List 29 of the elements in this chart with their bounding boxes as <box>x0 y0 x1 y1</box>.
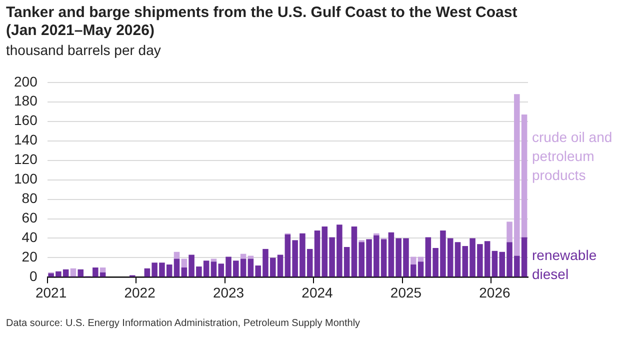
y-tick-label: 40 <box>22 229 38 246</box>
y-tick-label: 0 <box>30 268 38 284</box>
chart-title: Tanker and barge shipments from the U.S. Gulf Coast to the West Coast (Jan 2021–May 2026) <box>6 4 518 40</box>
x-tick-label: 2024 <box>302 284 334 300</box>
bar <box>454 242 461 277</box>
bar <box>181 258 188 268</box>
bar <box>174 252 180 259</box>
y-tick-label: 100 <box>14 170 38 187</box>
y-tick-label: 160 <box>14 112 38 128</box>
y-tick-label: 200 <box>14 73 38 90</box>
series-label: renewable diesel <box>532 246 598 284</box>
x-tick-label: 2021 <box>35 284 67 300</box>
x-tick-label: 2026 <box>479 284 511 300</box>
bar <box>210 258 217 262</box>
bar <box>70 268 76 276</box>
y-tick-label: 20 <box>22 248 38 265</box>
y-tick-label: 80 <box>22 190 38 206</box>
bar <box>314 230 320 277</box>
bar <box>100 267 106 272</box>
x-tick-label: 2023 <box>212 284 244 300</box>
y-tick-label: 60 <box>22 210 38 226</box>
source-note: Data source: U.S. Energy Information Administration, Petroleum Supply Monthly <box>6 318 360 329</box>
x-tick-label: 2025 <box>390 284 422 300</box>
y-tick-label: 140 <box>14 132 38 148</box>
y-tick-label: 120 <box>14 151 38 168</box>
series-label: crude oil and petroleum products <box>532 128 614 185</box>
y-tick-label: 180 <box>14 92 38 109</box>
y-axis-title: thousand barrels per day <box>6 42 161 58</box>
x-tick-label: 2022 <box>124 284 156 300</box>
